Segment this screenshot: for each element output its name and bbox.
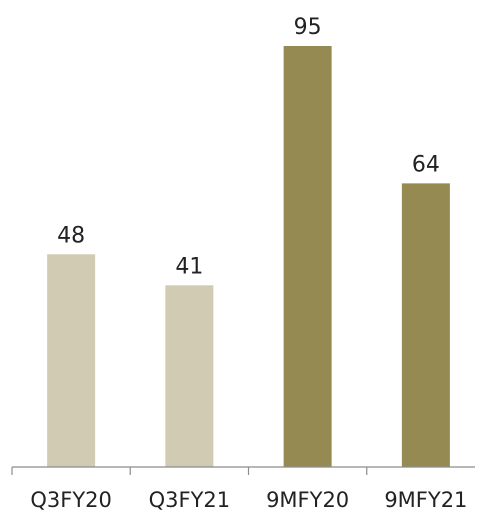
bar-q3fy21 (165, 285, 214, 467)
data-labels-group: 48 41 95 64 (57, 15, 440, 279)
x-axis-ticks (11, 467, 368, 475)
tick-label-q3fy20: Q3FY20 (30, 488, 112, 512)
tick-label-q3fy21: Q3FY21 (149, 488, 231, 512)
bar-q3fy20 (47, 254, 96, 467)
data-label-q3fy20: 48 (57, 223, 85, 248)
bar-9mfy20 (283, 46, 332, 467)
bar-9mfy21 (401, 183, 450, 467)
x-axis-tick-labels: Q3FY20 Q3FY21 9MFY20 9MFY21 (30, 488, 467, 512)
bars-group (47, 46, 450, 467)
data-label-q3fy21: 41 (175, 254, 203, 279)
data-label-9mfy21: 64 (412, 152, 440, 177)
data-label-9mfy20: 95 (294, 15, 322, 40)
tick-label-9mfy21: 9MFY21 (384, 488, 467, 512)
tick-label-9mfy20: 9MFY20 (266, 488, 349, 512)
